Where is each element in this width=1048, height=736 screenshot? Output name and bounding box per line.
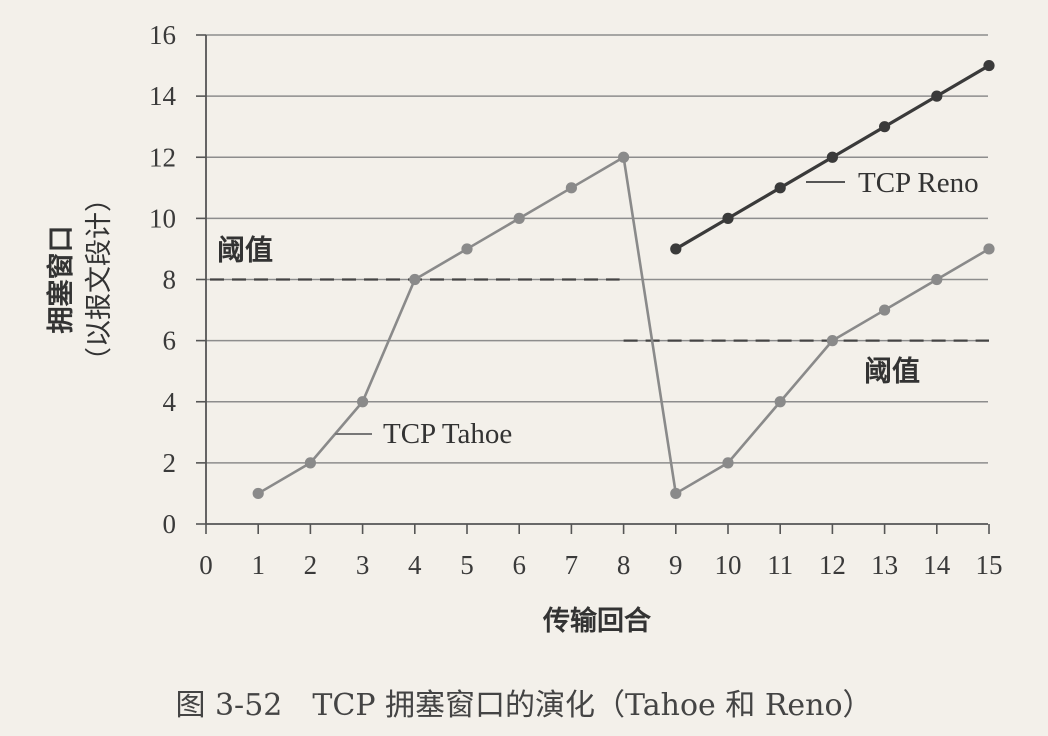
data-point (304, 457, 316, 469)
data-point (722, 212, 734, 224)
x-tick-label: 5 (460, 550, 474, 580)
data-point (722, 457, 734, 469)
series-label-tcp-tahoe: TCP Tahoe (383, 418, 512, 450)
x-tick-label: 14 (923, 550, 951, 580)
data-point (931, 273, 943, 286)
x-tick-label: 3 (356, 550, 370, 580)
x-tick-label: 6 (512, 550, 526, 580)
data-point (357, 396, 369, 408)
x-tick-label: 7 (565, 550, 579, 580)
y-tick-label: 8 (163, 265, 177, 295)
data-point (670, 243, 682, 255)
series-tcp-tahoe (252, 151, 995, 500)
x-tick-label: 8 (617, 550, 631, 580)
data-point (983, 59, 995, 72)
data-point (879, 121, 891, 133)
data-point (879, 304, 891, 316)
series (252, 59, 995, 500)
x-tick-label: 13 (871, 550, 898, 580)
x-tick-label: 9 (669, 550, 683, 580)
data-point (774, 396, 786, 408)
y-tick-label: 16 (149, 20, 176, 50)
figure-caption: 图 3-52 TCP 拥塞窗口的演化（Tahoe 和 Reno） (175, 688, 873, 723)
data-point (826, 151, 839, 163)
grid (206, 34, 988, 464)
data-point (983, 243, 995, 255)
y-tick-label: 4 (163, 387, 177, 417)
series-line (257, 155, 990, 495)
data-point (513, 212, 525, 224)
threshold-label: 阈值 (864, 355, 920, 388)
data-point (826, 335, 839, 347)
y-tick-label: 6 (163, 326, 177, 356)
x-tick-label: 15 (976, 550, 1003, 580)
threshold-lines (210, 278, 989, 342)
data-point (931, 90, 943, 102)
series-tcp-reno (670, 59, 995, 255)
x-tick-label: 4 (408, 550, 422, 580)
threshold-label: 阈值 (217, 234, 273, 267)
x-tick-label: 2 (304, 550, 318, 580)
series-label-tcp-reno: TCP Reno (858, 167, 979, 199)
data-point (618, 151, 630, 163)
x-tick-label: 11 (767, 550, 793, 580)
data-point (252, 487, 264, 500)
y-axis-title-line1: 拥塞窗口 (45, 226, 77, 334)
data-point (409, 273, 421, 286)
y-tick-label: 10 (149, 203, 176, 233)
y-tick-label: 14 (149, 81, 177, 111)
x-tick-label: 0 (199, 550, 213, 580)
x-tick-label: 1 (251, 550, 265, 580)
data-point (461, 243, 473, 255)
y-tick-label: 2 (163, 448, 177, 478)
y-axis-title: 拥塞窗口 （以报文段计） (45, 185, 115, 374)
x-axis-title: 传输回合 (542, 605, 651, 637)
y-tick-label: 12 (149, 142, 176, 172)
data-point (670, 487, 682, 500)
data-point (565, 182, 578, 194)
data-point (774, 182, 786, 194)
y-tick-label: 0 (163, 509, 177, 539)
y-axis-title-line2: （以报文段计） (84, 185, 115, 374)
x-tick-label: 10 (715, 550, 742, 580)
x-tick-label: 12 (819, 550, 846, 580)
